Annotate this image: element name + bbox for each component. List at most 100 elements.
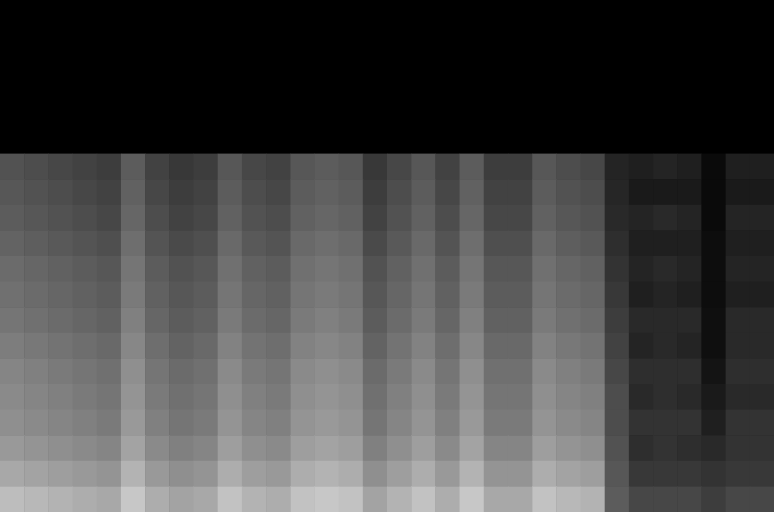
heatmap-cell bbox=[363, 358, 388, 384]
heatmap-cell bbox=[701, 282, 726, 308]
heatmap-cell bbox=[314, 486, 339, 512]
heatmap-cell bbox=[266, 358, 291, 384]
heatmap-cell bbox=[145, 435, 170, 461]
heatmap-cell bbox=[194, 461, 219, 487]
heatmap-cell bbox=[194, 51, 219, 77]
heatmap-cell bbox=[532, 154, 557, 180]
heatmap-cell bbox=[0, 205, 25, 231]
heatmap-cell bbox=[435, 461, 460, 487]
heatmap-cell bbox=[169, 205, 194, 231]
heatmap-cell bbox=[290, 307, 315, 333]
heatmap-cell bbox=[97, 486, 122, 512]
heatmap-cell bbox=[121, 77, 146, 103]
heatmap-cell bbox=[194, 435, 219, 461]
heatmap-cell bbox=[363, 256, 388, 282]
heatmap-cell bbox=[605, 384, 630, 410]
heatmap-cell bbox=[484, 128, 509, 154]
heatmap-cell bbox=[97, 384, 122, 410]
heatmap-cell bbox=[290, 256, 315, 282]
heatmap-cell bbox=[508, 333, 533, 359]
heatmap-cell bbox=[73, 179, 98, 205]
heatmap-cell bbox=[363, 179, 388, 205]
heatmap-cell bbox=[460, 26, 485, 52]
heatmap-cell bbox=[121, 435, 146, 461]
heatmap-cell bbox=[411, 102, 436, 128]
heatmap-cell bbox=[169, 384, 194, 410]
heatmap-cell bbox=[218, 384, 243, 410]
heatmap-cell bbox=[411, 384, 436, 410]
heatmap-cell bbox=[629, 128, 654, 154]
heatmap-cell bbox=[145, 333, 170, 359]
heatmap-cell bbox=[629, 230, 654, 256]
heatmap-cell bbox=[629, 205, 654, 231]
heatmap-cell bbox=[73, 102, 98, 128]
heatmap-cell bbox=[484, 410, 509, 436]
heatmap-cell bbox=[48, 358, 73, 384]
heatmap-cell bbox=[508, 230, 533, 256]
heatmap-cell bbox=[290, 26, 315, 52]
heatmap-cell bbox=[363, 307, 388, 333]
heatmap-cell bbox=[121, 0, 146, 26]
heatmap-cell bbox=[314, 51, 339, 77]
heatmap-cell bbox=[629, 102, 654, 128]
heatmap-cell bbox=[508, 256, 533, 282]
heatmap-cell bbox=[532, 333, 557, 359]
heatmap-cell bbox=[169, 435, 194, 461]
heatmap-cell bbox=[218, 333, 243, 359]
heatmap-cell bbox=[73, 26, 98, 52]
heatmap-cell bbox=[97, 0, 122, 26]
heatmap-cell bbox=[24, 205, 49, 231]
heatmap-cell bbox=[242, 128, 267, 154]
heatmap-cell bbox=[363, 51, 388, 77]
heatmap-cell bbox=[24, 358, 49, 384]
heatmap-cell bbox=[339, 179, 364, 205]
heatmap-cell bbox=[218, 205, 243, 231]
heatmap-cell bbox=[726, 256, 751, 282]
heatmap-cell bbox=[677, 486, 702, 512]
heatmap-cell bbox=[218, 435, 243, 461]
heatmap-cell bbox=[532, 486, 557, 512]
heatmap-cell bbox=[387, 358, 412, 384]
heatmap-cell bbox=[314, 461, 339, 487]
heatmap-cell bbox=[363, 282, 388, 308]
heatmap-cell bbox=[290, 179, 315, 205]
heatmap-cell bbox=[532, 77, 557, 103]
heatmap-cell bbox=[435, 230, 460, 256]
heatmap-cell bbox=[97, 51, 122, 77]
heatmap-cell bbox=[508, 461, 533, 487]
heatmap-cell bbox=[266, 461, 291, 487]
heatmap-cell bbox=[556, 358, 581, 384]
heatmap-cell bbox=[169, 179, 194, 205]
heatmap-cell bbox=[556, 179, 581, 205]
heatmap-cell bbox=[121, 307, 146, 333]
heatmap-cell bbox=[605, 26, 630, 52]
heatmap-cell bbox=[121, 461, 146, 487]
heatmap-cell bbox=[218, 486, 243, 512]
heatmap-cell bbox=[629, 0, 654, 26]
heatmap-cell bbox=[218, 77, 243, 103]
heatmap-cell bbox=[169, 461, 194, 487]
heatmap-cell bbox=[121, 486, 146, 512]
heatmap-cell bbox=[653, 205, 678, 231]
heatmap-cell bbox=[629, 307, 654, 333]
heatmap-cell bbox=[581, 333, 606, 359]
heatmap-cell bbox=[508, 77, 533, 103]
heatmap-cell bbox=[653, 0, 678, 26]
heatmap-cell bbox=[48, 179, 73, 205]
heatmap-cell bbox=[581, 26, 606, 52]
heatmap-cell bbox=[266, 307, 291, 333]
heatmap-cell bbox=[48, 205, 73, 231]
heatmap-cell bbox=[435, 256, 460, 282]
heatmap-cell bbox=[411, 333, 436, 359]
heatmap-cell bbox=[266, 154, 291, 180]
heatmap-cell bbox=[145, 128, 170, 154]
heatmap-cell bbox=[726, 435, 751, 461]
heatmap-cell bbox=[169, 0, 194, 26]
heatmap-cell bbox=[726, 384, 751, 410]
heatmap-cell bbox=[508, 128, 533, 154]
heatmap-cell bbox=[194, 358, 219, 384]
heatmap-cell bbox=[581, 486, 606, 512]
heatmap-cell bbox=[750, 256, 774, 282]
heatmap-cell bbox=[629, 435, 654, 461]
heatmap-cell bbox=[581, 435, 606, 461]
